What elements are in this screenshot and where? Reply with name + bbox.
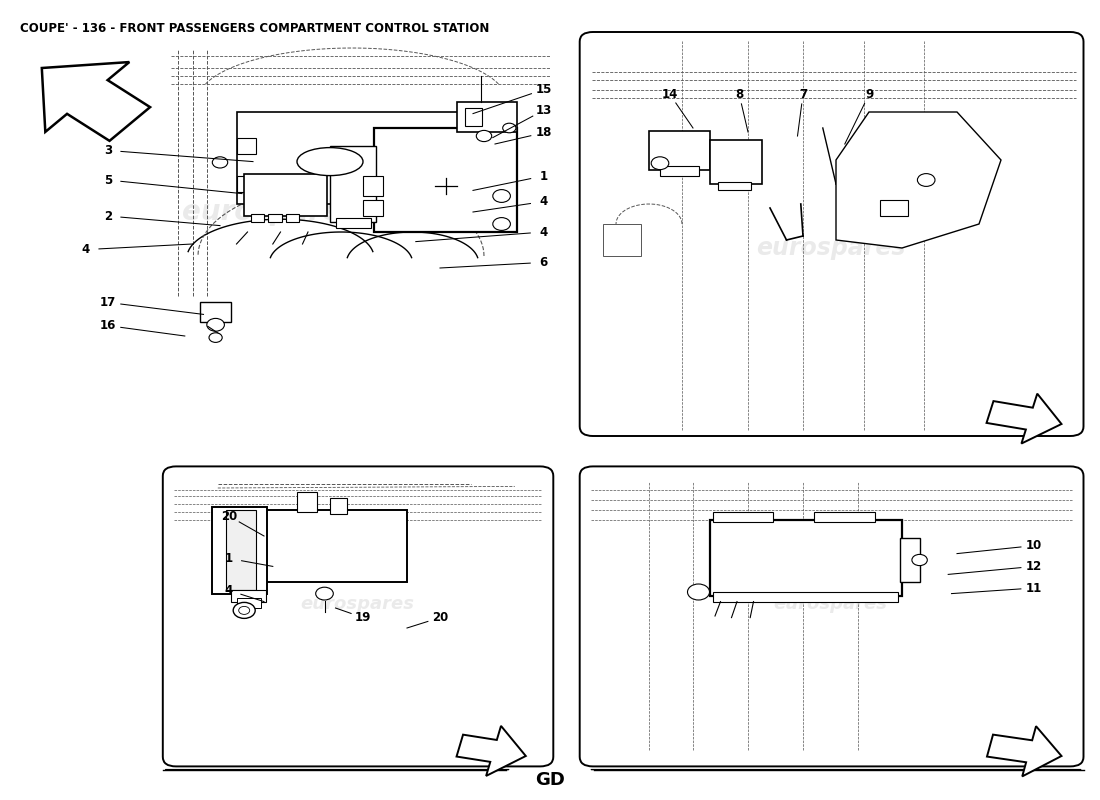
- Circle shape: [688, 584, 710, 600]
- Bar: [236, 138, 256, 154]
- Bar: [880, 200, 907, 216]
- Text: COUPE' - 136 - FRONT PASSENGERS COMPARTMENT CONTROL STATION: COUPE' - 136 - FRONT PASSENGERS COMPARTM…: [20, 22, 490, 35]
- Bar: [465, 108, 482, 126]
- Bar: [231, 590, 266, 602]
- Bar: [713, 512, 773, 522]
- Bar: [710, 520, 902, 596]
- Circle shape: [917, 174, 935, 186]
- Bar: [814, 512, 874, 522]
- Text: 4: 4: [539, 195, 548, 208]
- Circle shape: [209, 333, 222, 342]
- Text: 7: 7: [799, 88, 807, 101]
- Bar: [200, 302, 231, 322]
- Bar: [226, 510, 256, 590]
- Bar: [286, 214, 299, 222]
- Bar: [244, 174, 327, 216]
- Text: 4: 4: [224, 584, 233, 597]
- Bar: [660, 166, 698, 176]
- Text: 16: 16: [100, 319, 116, 332]
- Circle shape: [912, 554, 927, 566]
- Text: 12: 12: [1026, 560, 1042, 573]
- Bar: [330, 498, 346, 514]
- Text: 5: 5: [103, 174, 112, 186]
- Circle shape: [233, 602, 255, 618]
- Text: 3: 3: [103, 144, 112, 157]
- Bar: [718, 182, 751, 190]
- Bar: [456, 102, 517, 132]
- Circle shape: [493, 218, 510, 230]
- Polygon shape: [987, 726, 1062, 776]
- Text: eurospares: eurospares: [300, 595, 415, 613]
- Text: eurospares: eurospares: [773, 595, 888, 613]
- Bar: [649, 131, 710, 170]
- Text: 19: 19: [355, 611, 371, 624]
- Text: 4: 4: [81, 243, 90, 256]
- Text: GD: GD: [535, 771, 565, 789]
- Bar: [713, 592, 898, 602]
- Text: 14: 14: [662, 88, 678, 101]
- Bar: [603, 224, 641, 256]
- Text: 13: 13: [536, 104, 551, 117]
- Text: 1: 1: [539, 170, 548, 182]
- Circle shape: [651, 157, 669, 170]
- Polygon shape: [42, 62, 150, 141]
- Text: eurospares: eurospares: [756, 236, 905, 260]
- Text: 20: 20: [432, 611, 448, 624]
- Circle shape: [239, 606, 250, 614]
- Circle shape: [212, 157, 228, 168]
- Circle shape: [476, 130, 492, 142]
- Bar: [374, 128, 517, 232]
- Text: 2: 2: [103, 210, 112, 222]
- Bar: [212, 507, 267, 594]
- Bar: [236, 598, 261, 608]
- Circle shape: [207, 318, 224, 331]
- Text: 1: 1: [224, 552, 233, 565]
- Bar: [336, 218, 371, 228]
- Bar: [297, 492, 317, 512]
- Bar: [900, 538, 920, 582]
- Bar: [710, 140, 762, 184]
- Bar: [236, 176, 256, 192]
- Polygon shape: [836, 112, 1001, 248]
- Circle shape: [493, 190, 510, 202]
- Polygon shape: [987, 394, 1062, 443]
- Text: 20: 20: [221, 510, 236, 522]
- Text: 15: 15: [536, 83, 551, 96]
- Text: 18: 18: [536, 126, 551, 139]
- Bar: [248, 510, 407, 582]
- Bar: [363, 176, 383, 196]
- Ellipse shape: [297, 147, 363, 175]
- Circle shape: [503, 123, 516, 133]
- Text: 8: 8: [735, 88, 744, 101]
- Text: 6: 6: [539, 256, 548, 269]
- Text: 11: 11: [1026, 582, 1042, 594]
- Text: 17: 17: [100, 296, 116, 309]
- Bar: [236, 112, 473, 204]
- Text: 10: 10: [1026, 539, 1042, 552]
- Text: eurospares: eurospares: [182, 198, 358, 226]
- Bar: [330, 146, 376, 222]
- Text: 4: 4: [539, 226, 548, 238]
- Text: 9: 9: [865, 88, 873, 101]
- Bar: [363, 200, 383, 216]
- Polygon shape: [456, 726, 526, 776]
- Bar: [251, 214, 264, 222]
- Bar: [268, 214, 282, 222]
- Circle shape: [316, 587, 333, 600]
